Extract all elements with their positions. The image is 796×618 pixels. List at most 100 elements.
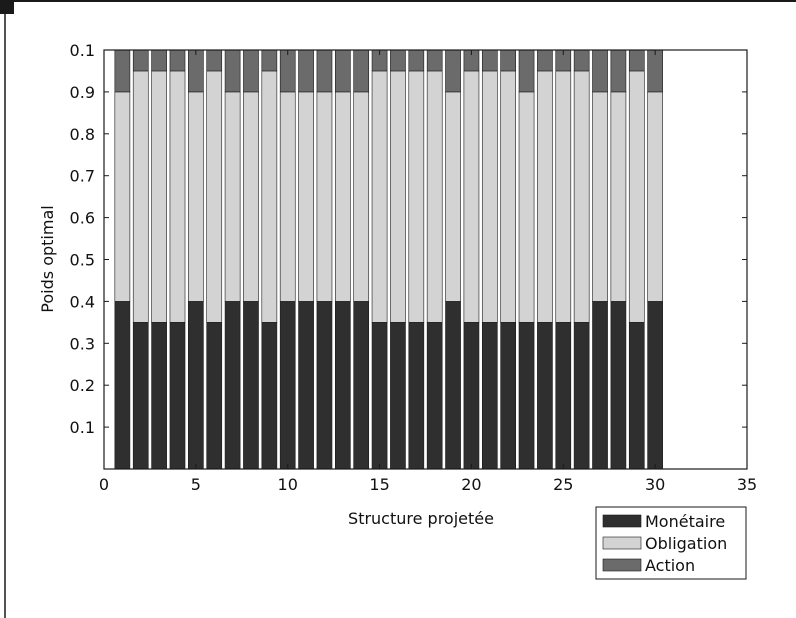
bar-segment-monétaire-8 <box>243 301 259 470</box>
bar-segment-obligation-7 <box>224 91 241 302</box>
bar-segment-action-4 <box>169 49 186 72</box>
bar-segment-action-23 <box>518 49 535 93</box>
bar-segment-monétaire-22 <box>500 322 517 470</box>
bar-segment-obligation-22 <box>500 70 517 323</box>
legend-swatch-obligation <box>602 536 642 550</box>
bar-segment-obligation-9 <box>261 70 278 323</box>
bar-segment-action-22 <box>500 49 517 72</box>
bar-segment-monétaire-14 <box>353 301 370 470</box>
bar-segment-action-9 <box>261 49 278 72</box>
bar-segment-monétaire-13 <box>334 301 351 470</box>
legend-label-monétaire: Monétaire <box>645 512 725 531</box>
bars-layer <box>114 49 663 470</box>
bar-segment-obligation-27 <box>592 91 608 302</box>
bar-segment-obligation-18 <box>426 70 443 323</box>
y-tick-label-4: 0.5 <box>70 251 95 270</box>
x-axis-label: Structure projetée <box>348 509 494 528</box>
bar-segment-action-6 <box>206 49 223 72</box>
stacked-bar-chart: 0 5 10 15 20 25 30 35 0.1 0.2 0.3 0.4 0.5 0.6 0.7 0.8 0.… <box>38 41 758 580</box>
bar-segment-obligation-2 <box>132 70 149 323</box>
bar-segment-monétaire-7 <box>224 301 241 470</box>
x-tick-label-10: 10 <box>278 475 298 494</box>
bar-segment-monétaire-28 <box>610 301 627 470</box>
bar-segment-monétaire-3 <box>151 322 167 470</box>
bar-segment-obligation-4 <box>169 70 186 323</box>
bar-segment-action-11 <box>298 49 314 93</box>
x-tick-label-20: 20 <box>461 475 481 494</box>
bar-segment-obligation-25 <box>555 70 572 323</box>
bar-segment-monétaire-16 <box>390 322 406 470</box>
bar-segment-monétaire-30 <box>647 301 663 470</box>
bar-segment-monétaire-4 <box>169 322 186 470</box>
bar-segment-monétaire-20 <box>463 322 480 470</box>
bar-segment-action-29 <box>628 49 645 72</box>
bar-segment-obligation-11 <box>298 91 314 302</box>
bar-segment-obligation-14 <box>353 91 370 302</box>
bar-segment-obligation-16 <box>390 70 406 323</box>
bar-segment-obligation-29 <box>628 70 645 323</box>
legend-items: Monétaire Obligation Action <box>602 512 727 575</box>
x-tick-label-15: 15 <box>369 475 389 494</box>
bar-segment-action-5 <box>188 49 204 93</box>
bar-segment-obligation-15 <box>371 70 388 323</box>
bar-segment-monétaire-27 <box>592 301 608 470</box>
bar-segment-monétaire-17 <box>408 322 425 470</box>
bar-segment-action-8 <box>243 49 259 93</box>
x-tick-label-35: 35 <box>737 475 757 494</box>
bar-segment-monétaire-10 <box>279 301 296 470</box>
bar-segment-obligation-6 <box>206 70 223 323</box>
y-tick-label-8: 0.9 <box>70 83 95 102</box>
bar-segment-action-13 <box>334 49 351 93</box>
legend-swatch-action <box>602 558 642 572</box>
bar-segment-action-1 <box>114 49 131 93</box>
x-tick-label-5: 5 <box>191 475 201 494</box>
x-tick-label-0: 0 <box>99 475 109 494</box>
bar-segment-monétaire-6 <box>206 322 223 470</box>
bar-segment-obligation-26 <box>573 70 590 323</box>
legend: Monétaire Obligation Action <box>595 506 747 580</box>
bar-segment-obligation-5 <box>188 91 204 302</box>
bar-segment-action-3 <box>151 49 167 72</box>
bar-segment-obligation-8 <box>243 91 259 302</box>
bar-segment-obligation-19 <box>445 91 461 302</box>
bar-segment-action-19 <box>445 49 461 93</box>
bar-segment-action-2 <box>132 49 149 72</box>
bar-segment-action-17 <box>408 49 425 72</box>
bar-segment-monétaire-23 <box>518 322 535 470</box>
axis-ticks: 0 5 10 15 20 25 30 35 0.1 0.2 0.3 0.4 0.5 0.6 0.7 0.8 0.… <box>70 41 758 494</box>
legend-label-obligation: Obligation <box>645 534 727 553</box>
y-tick-label-2: 0.3 <box>70 334 95 353</box>
bar-segment-monétaire-18 <box>426 322 443 470</box>
bar-segment-action-7 <box>224 49 241 93</box>
y-axis-label: Poids optimal <box>38 205 57 312</box>
bar-segment-monétaire-21 <box>481 322 498 470</box>
y-tick-label-0: 0.1 <box>70 418 95 437</box>
bar-segment-monétaire-26 <box>573 322 590 470</box>
bar-segment-monétaire-12 <box>316 301 333 470</box>
bar-segment-obligation-20 <box>463 70 480 323</box>
bar-segment-monétaire-1 <box>114 301 131 470</box>
legend-swatch-monétaire <box>602 514 642 528</box>
bar-segment-obligation-3 <box>151 70 167 323</box>
y-tick-label-1: 0.2 <box>70 376 95 395</box>
bar-segment-action-24 <box>537 49 553 72</box>
bar-segment-obligation-24 <box>537 70 553 323</box>
bar-segment-monétaire-5 <box>188 301 204 470</box>
bar-segment-monétaire-15 <box>371 322 388 470</box>
y-tick-label-3: 0.4 <box>70 292 95 311</box>
bar-segment-action-18 <box>426 49 443 72</box>
bar-segment-obligation-17 <box>408 70 425 323</box>
bar-segment-monétaire-11 <box>298 301 314 470</box>
bar-segment-monétaire-24 <box>537 322 553 470</box>
bar-segment-obligation-10 <box>279 91 296 302</box>
bar-segment-obligation-13 <box>334 91 351 302</box>
bar-segment-obligation-1 <box>114 91 131 302</box>
y-tick-label-9: 0.1 <box>70 41 95 60</box>
bar-segment-action-16 <box>390 49 406 72</box>
bar-segment-action-21 <box>481 49 498 72</box>
bar-segment-monétaire-25 <box>555 322 572 470</box>
bar-segment-monétaire-2 <box>132 322 149 470</box>
bar-segment-action-30 <box>647 49 663 93</box>
x-tick-label-30: 30 <box>645 475 665 494</box>
x-tick-label-25: 25 <box>553 475 573 494</box>
